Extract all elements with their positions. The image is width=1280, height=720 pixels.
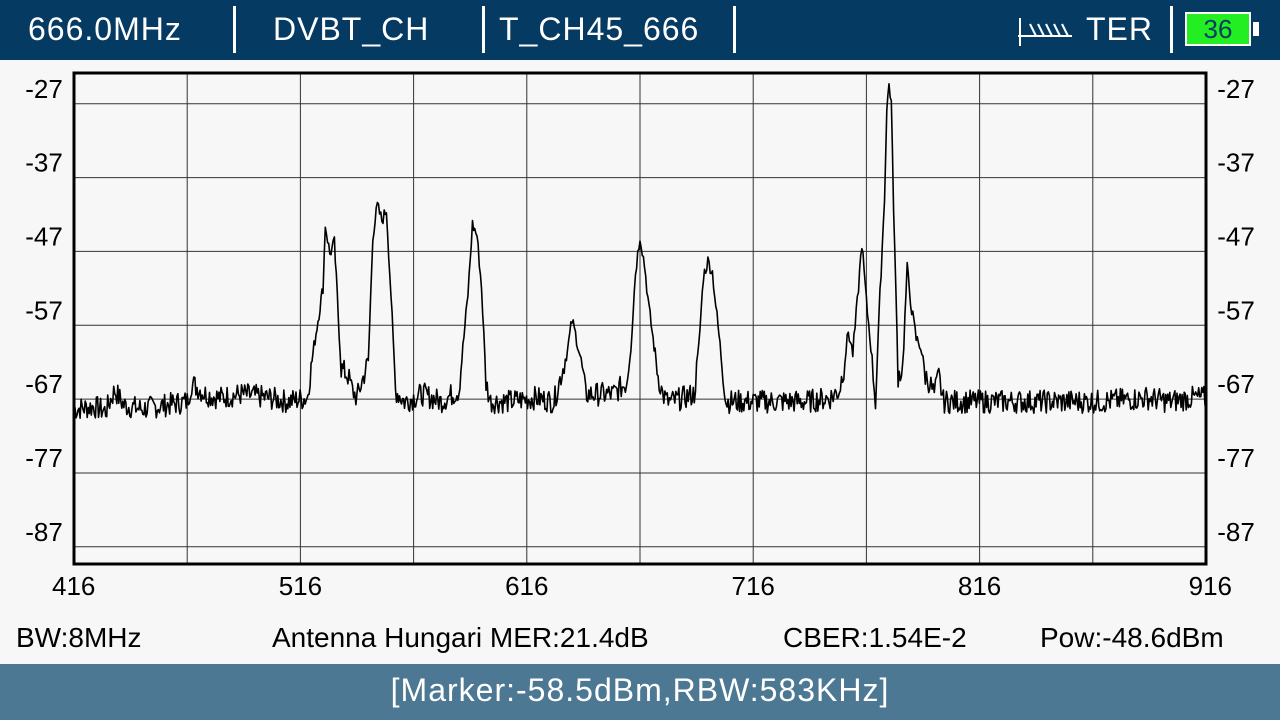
y-tick-label: -37	[1217, 148, 1255, 178]
power-readout: Pow:-48.6dBm	[1040, 622, 1224, 653]
header-bar: 666.0MHz DVBT_CH T_CH45_666 TER 36	[0, 0, 1280, 60]
plot-frame	[72, 71, 1208, 566]
channel-label[interactable]: T_CH45_666	[499, 11, 700, 47]
header-divider	[1170, 6, 1173, 53]
y-tick-label: -27	[1217, 74, 1255, 104]
y-tick-label: -77	[1217, 443, 1255, 473]
x-tick-label: 816	[958, 571, 1001, 601]
x-tick-label: 616	[505, 571, 548, 601]
header-divider	[482, 6, 485, 53]
header-divider	[733, 6, 736, 53]
x-tick-label: 716	[732, 571, 775, 601]
y-tick-label: -87	[1217, 517, 1255, 547]
y-tick-label: -57	[1217, 295, 1255, 325]
y-tick-label: -77	[25, 443, 63, 473]
marker-bar[interactable]: [Marker:-58.5dBm,RBW:583KHz]	[0, 664, 1280, 720]
spectrum-trace	[73, 83, 1207, 420]
y-axis-right: -27 -37 -47 -57 -67 -77 -87	[1217, 74, 1255, 547]
y-tick-label: -47	[1217, 221, 1255, 251]
spectrum-chart[interactable]: -27 -37 -47 -57 -67 -77 -87 -27 -37 -47 -57 -67 -77…	[0, 62, 1280, 602]
battery-tip	[1253, 22, 1259, 36]
x-tick-label: 916	[1189, 571, 1232, 601]
y-tick-label: -87	[25, 517, 63, 547]
cber-readout: CBER:1.54E-2	[783, 622, 967, 653]
bandwidth-readout: BW:8MHz	[16, 622, 142, 653]
y-tick-label: -57	[25, 295, 63, 325]
y-tick-label: -37	[25, 148, 63, 178]
x-axis: 416 516 616 716 816 916	[52, 571, 1232, 601]
frequency-readout[interactable]: 666.0MHz	[28, 11, 182, 47]
header-divider	[233, 6, 236, 53]
mer-readout: Antenna Hungari MER:21.4dB	[272, 622, 649, 653]
mode-label[interactable]: DVBT_CH	[273, 11, 430, 47]
antenna-icon	[1018, 18, 1072, 46]
x-tick-label: 516	[279, 571, 322, 601]
chart-grid	[74, 73, 1206, 564]
y-tick-label: -27	[25, 74, 63, 104]
y-axis-left: -27 -37 -47 -57 -67 -77 -87	[25, 74, 63, 547]
y-tick-label: -67	[25, 369, 63, 399]
x-tick-label: 416	[52, 571, 95, 601]
y-tick-label: -47	[25, 221, 63, 251]
battery-icon: 36	[1185, 12, 1251, 46]
y-tick-label: -67	[1217, 369, 1255, 399]
band-label[interactable]: TER	[1086, 11, 1153, 47]
battery-level: 36	[1203, 14, 1233, 44]
